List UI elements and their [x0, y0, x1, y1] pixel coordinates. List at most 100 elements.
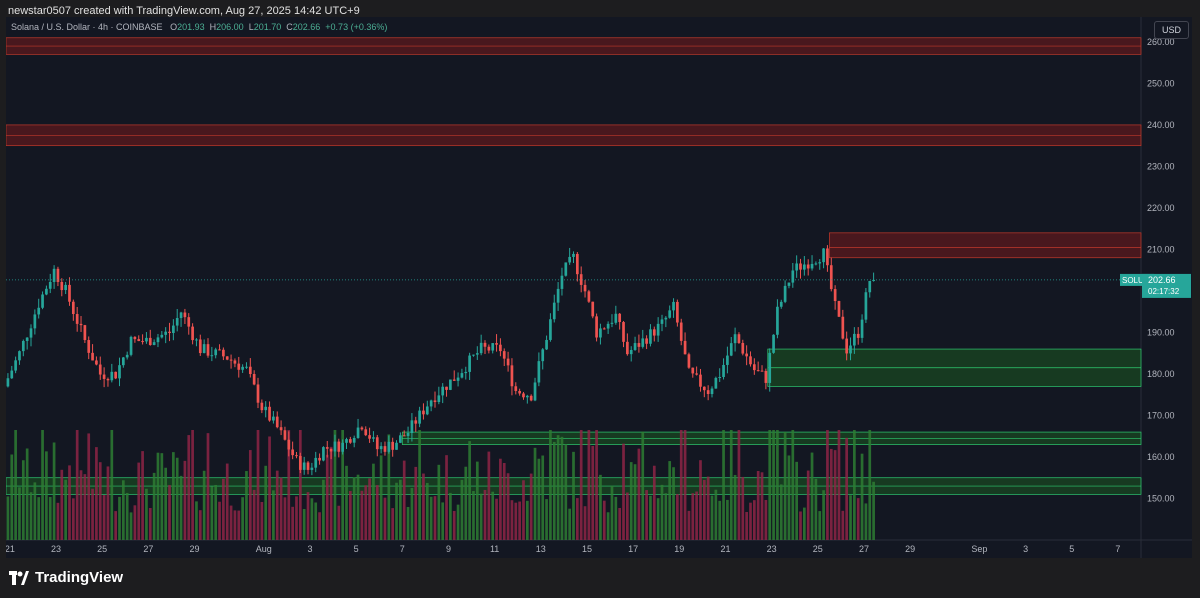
- candle-body: [425, 406, 429, 415]
- volume-bar: [637, 448, 641, 540]
- volume-bar: [445, 455, 448, 540]
- volume-bar: [472, 491, 475, 540]
- volume-bar: [295, 496, 298, 540]
- candle-body: [733, 334, 737, 344]
- volume-bar: [733, 474, 737, 540]
- candle-body: [768, 352, 772, 383]
- volume-bar: [452, 510, 456, 540]
- volume-bar: [18, 487, 21, 540]
- volume-bar: [395, 482, 398, 540]
- candle-body: [541, 349, 545, 362]
- currency-button[interactable]: USD: [1154, 21, 1189, 39]
- candle-body: [383, 446, 387, 452]
- volume-bar: [122, 480, 125, 540]
- candle-body: [402, 435, 406, 437]
- candle-body: [499, 344, 502, 352]
- volume-bar: [241, 497, 244, 540]
- candle-body: [452, 379, 456, 381]
- volume-bar: [133, 505, 137, 540]
- high-label: H: [209, 22, 217, 32]
- tradingview-icon: [9, 570, 29, 585]
- volume-bar: [225, 463, 229, 540]
- candle-body: [872, 279, 875, 281]
- candle-body: [114, 371, 117, 379]
- candle-body: [641, 338, 645, 347]
- candle-body: [633, 343, 637, 350]
- candle-body: [206, 344, 210, 356]
- candle-body: [52, 268, 56, 282]
- volume-bar: [210, 486, 214, 540]
- volume-bar: [814, 478, 818, 540]
- volume-bar: [222, 478, 225, 540]
- y-tick-label: 230.00: [1147, 161, 1175, 171]
- candlestick-chart[interactable]: 260.00250.00240.00230.00220.00210.00200.…: [6, 17, 1192, 558]
- candle-body: [214, 349, 218, 356]
- candle-body: [829, 265, 833, 290]
- volume-bar: [641, 431, 645, 540]
- volume-bar: [699, 460, 702, 540]
- x-tick-label: 15: [582, 544, 592, 554]
- chart-caption: newstar0507 created with TradingView.com…: [8, 5, 360, 17]
- candle-body: [279, 427, 283, 431]
- candle-body: [445, 386, 448, 390]
- candle-body: [325, 447, 329, 449]
- candle-body: [803, 264, 806, 270]
- close-label: C: [286, 22, 293, 32]
- volume-bar: [191, 430, 194, 540]
- candle-body: [595, 316, 598, 338]
- volume-bar: [729, 430, 733, 540]
- candle-body: [533, 382, 537, 401]
- volume-bar: [198, 510, 202, 540]
- chart-area[interactable]: 260.00250.00240.00230.00220.00210.00200.…: [6, 17, 1192, 558]
- volume-bar: [783, 431, 787, 540]
- candle-body: [564, 262, 568, 276]
- candle-body: [187, 317, 191, 327]
- volume-bar: [564, 444, 568, 540]
- candle-body: [45, 288, 48, 295]
- volume-bar: [156, 452, 160, 540]
- x-tick-label: 7: [1115, 544, 1120, 554]
- candle-body: [460, 373, 464, 378]
- volume-bar: [776, 430, 779, 540]
- volume-bar: [333, 430, 337, 540]
- volume-bar: [68, 465, 71, 540]
- volume-bar: [414, 466, 418, 540]
- x-tick-label: 17: [628, 544, 638, 554]
- candle-body: [395, 442, 398, 450]
- candle-body: [133, 336, 137, 340]
- volume-bar: [110, 430, 114, 540]
- candle-body: [510, 365, 514, 387]
- candle-body: [318, 457, 321, 461]
- volume-bar: [164, 467, 168, 540]
- volume-bar: [433, 496, 437, 540]
- volume-bar: [749, 502, 752, 540]
- y-tick-label: 150.00: [1147, 493, 1175, 503]
- candle-body: [810, 263, 814, 269]
- volume-bar: [152, 472, 156, 540]
- volume-bar: [349, 491, 352, 540]
- candle-body: [756, 370, 760, 372]
- volume-bar: [418, 430, 421, 540]
- candle-body: [202, 344, 206, 354]
- candle-body: [291, 449, 294, 456]
- candle-body: [349, 439, 352, 443]
- candle-body: [429, 400, 433, 407]
- candle-body: [826, 248, 829, 266]
- volume-bar: [56, 502, 60, 540]
- volume-bar: [402, 460, 406, 540]
- candle-body: [310, 467, 314, 470]
- x-tick-label: 13: [536, 544, 546, 554]
- candle-body: [853, 333, 856, 346]
- candle-body: [679, 322, 683, 341]
- volume-bar: [614, 496, 618, 540]
- candle-body: [179, 312, 183, 319]
- volume-bar: [314, 502, 318, 540]
- volume-bar: [591, 445, 595, 540]
- volume-bar: [599, 474, 602, 540]
- candle-body: [437, 395, 441, 403]
- candle-body: [264, 406, 268, 411]
- candle-body: [522, 393, 525, 398]
- x-tick-label: 25: [97, 544, 107, 554]
- candle-body: [322, 447, 325, 461]
- candle-body: [475, 353, 479, 355]
